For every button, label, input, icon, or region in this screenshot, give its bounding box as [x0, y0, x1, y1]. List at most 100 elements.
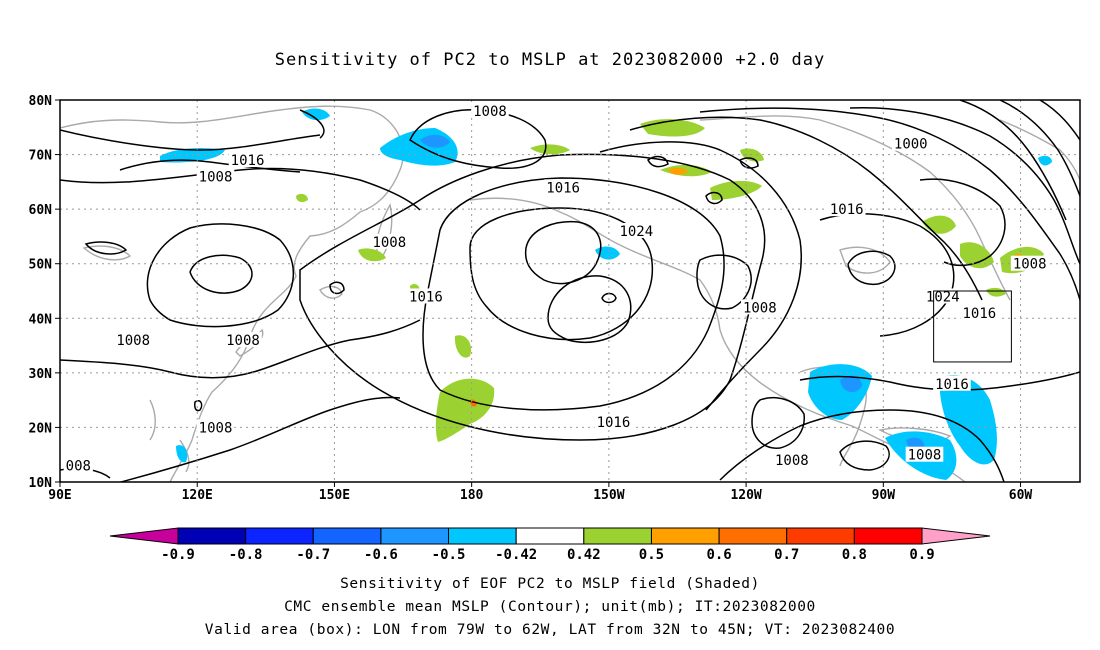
contour-label: 1008 — [743, 300, 777, 316]
colorbar-label: 0.7 — [774, 547, 799, 563]
contour-label: 1016 — [963, 306, 997, 322]
lat-label: 20N — [29, 421, 53, 436]
valid-area-box — [933, 290, 1012, 363]
contour-label-bg — [544, 179, 582, 195]
contour-label-bg — [617, 222, 656, 238]
positive-patch — [454, 335, 472, 358]
contour-label: 1024 — [926, 289, 960, 305]
colorbar-swatch — [312, 527, 382, 545]
negative-patch — [420, 134, 450, 148]
contour-label-bg — [827, 201, 866, 217]
mslp-contours — [60, 100, 1080, 482]
contour-label: 1008 — [226, 333, 260, 349]
contour-label: 1008 — [775, 453, 809, 469]
contour-label: 1016 — [597, 415, 631, 431]
contour-label-bg — [196, 168, 235, 184]
positive-patch — [358, 248, 386, 262]
lat-label: 10N — [29, 476, 53, 491]
lat-label: 50N — [29, 258, 53, 273]
colorbar-label: 0.8 — [842, 547, 867, 563]
negative-patch — [1038, 155, 1052, 166]
colorbar-label: -0.7 — [296, 547, 330, 563]
colorbar-label: 0.9 — [909, 547, 934, 563]
contour-label: 1008 — [116, 333, 150, 349]
contour-label-bg — [905, 446, 944, 462]
contour-label-bg — [63, 457, 93, 473]
caption-line-2: CMC ensemble mean MSLP (Contour); unit(m… — [284, 599, 816, 615]
caption-line-3: Valid area (box): LON from 79W to 62W, L… — [204, 622, 896, 638]
contour-label-bg — [407, 288, 445, 304]
contour-label: 1016 — [935, 377, 969, 393]
colorbar-swatch — [853, 527, 923, 545]
contour-label-bg — [594, 413, 633, 429]
contour-label: 1008 — [199, 169, 233, 185]
contour-label-bg — [228, 152, 267, 168]
caption-line-1: Sensitivity of EOF PC2 to MSLP field (Sh… — [340, 576, 760, 592]
colorbar-swatch — [448, 527, 517, 545]
contour-label: 1016 — [409, 289, 443, 305]
lat-label: 40N — [29, 312, 53, 327]
contour-label-bg — [471, 102, 509, 118]
colorbar-swatch — [515, 527, 585, 545]
colorbar-swatch — [650, 527, 720, 545]
contour-label-bg — [196, 419, 235, 435]
contour-label: 1008 — [199, 420, 233, 436]
colorbar-label: 0.42 — [567, 547, 601, 563]
contour-label-bg — [741, 299, 779, 315]
contour-label-bg — [960, 304, 999, 320]
lat-label: 60N — [29, 203, 53, 218]
contour-labels: 1008100010161008101610161024100810081016… — [63, 102, 1049, 475]
contour-label: 1008 — [473, 104, 507, 120]
positive-patch — [435, 378, 495, 442]
negative-patch — [160, 148, 225, 163]
negative-patch — [840, 375, 862, 393]
contour-label: 008 — [66, 459, 91, 475]
contour-label-bg — [773, 452, 811, 468]
contour-label-bg — [933, 375, 971, 391]
lon-label: 60W — [1009, 488, 1033, 503]
axis-ticks — [55, 99, 1022, 487]
contour-label-bg — [224, 332, 262, 348]
colorbar-label: 0.5 — [639, 547, 664, 563]
lon-label: 150W — [593, 488, 624, 503]
lon-label: 150E — [319, 488, 350, 503]
contour-label-bg — [370, 233, 409, 249]
lon-label: 120W — [730, 488, 761, 503]
colorbar-label: -0.9 — [161, 547, 195, 563]
colorbar-label: -0.42 — [495, 547, 537, 563]
positive-patch — [960, 242, 994, 269]
positive-patch — [530, 144, 570, 155]
contour-label: 1000 — [894, 137, 928, 153]
longitude-labels: 90E 120E 150E 180 150W 120W 90W 60W — [48, 488, 1032, 503]
positive-patch — [986, 287, 1006, 297]
colorbar-swatch — [380, 527, 450, 545]
contour-label: 1008 — [908, 448, 942, 464]
colorbar-swatch — [177, 527, 247, 545]
colorbar-label: 0.6 — [706, 547, 731, 563]
colorbar-swatch — [245, 527, 314, 545]
contour-label: 1016 — [830, 202, 864, 218]
contour-label-bg — [891, 135, 930, 151]
negative-patch — [176, 445, 188, 463]
colorbar-swatch — [583, 527, 652, 545]
positive-patch — [710, 180, 762, 200]
colorbar-high-extend — [921, 527, 991, 545]
positive-patch — [640, 119, 705, 137]
contour-label: 1016 — [546, 180, 580, 196]
lon-label: 180 — [460, 488, 484, 503]
lon-label: 90E — [48, 488, 71, 503]
latitude-labels: 80N 70N 60N 50N 40N 30N 20N 10N — [29, 94, 53, 491]
positive-patch — [296, 193, 308, 203]
colorbar — [109, 527, 991, 545]
contour-label: 1008 — [372, 235, 406, 251]
colorbar-labels: -0.9 -0.8 -0.7 -0.6 -0.5 -0.42 0.42 0.5 0.6 0.7 0.… — [161, 547, 935, 563]
colorbar-swatch — [786, 527, 855, 545]
contour-label-bg — [1010, 255, 1049, 271]
colorbar-label: -0.6 — [364, 547, 398, 563]
positive-patch — [668, 167, 688, 175]
contour-label: 1008 — [1013, 257, 1047, 273]
contour-label: 1016 — [231, 153, 265, 169]
negative-patch — [302, 108, 330, 121]
colorbar-swatch — [718, 527, 788, 545]
